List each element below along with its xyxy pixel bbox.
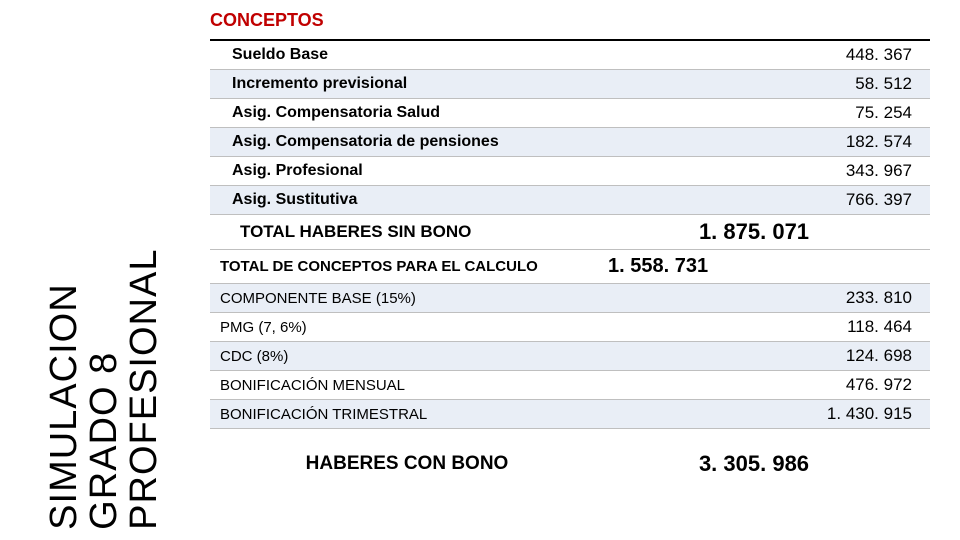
table-row: Incremento previsional 58. 512	[210, 70, 930, 99]
table-row: BONIFICACIÓN TRIMESTRAL 1. 430. 915	[210, 400, 930, 429]
table-row: PMG (7, 6%) 118. 464	[210, 313, 930, 342]
row-value: 1. 875. 071	[590, 215, 930, 249]
row-value: 124. 698	[590, 342, 930, 370]
row-label: Asig. Sustitutiva	[210, 187, 570, 213]
sidebar-title: SIMULACION GRADO 8 PROFESIONAL	[45, 90, 165, 530]
row-value: 766. 397	[590, 186, 930, 214]
table-row-calc: TOTAL DE CONCEPTOS PARA EL CALCULO 1. 55…	[210, 250, 930, 284]
row-value: 476. 972	[590, 371, 930, 399]
row-label: TOTAL HABERES SIN BONO	[210, 216, 570, 248]
row-value: 233. 810	[590, 284, 930, 312]
row-value: 343. 967	[590, 157, 930, 185]
row-value: 118. 464	[590, 313, 930, 341]
row-label: HABERES CON BONO	[210, 449, 570, 479]
row-value: 1. 558. 731	[590, 251, 930, 282]
row-label: Incremento previsional	[210, 71, 570, 97]
row-label: BONIFICACIÓN TRIMESTRAL	[210, 402, 570, 427]
row-label: Asig. Profesional	[210, 158, 570, 184]
row-label: Asig. Compensatoria Salud	[210, 100, 570, 126]
table-row: Asig. Profesional 343. 967	[210, 157, 930, 186]
row-label: Sueldo Base	[210, 42, 570, 68]
row-label: BONIFICACIÓN MENSUAL	[210, 373, 570, 398]
sidebar-line1: SIMULACION	[43, 283, 85, 529]
row-label: PMG (7, 6%)	[210, 315, 570, 340]
table-row-total: TOTAL HABERES SIN BONO 1. 875. 071	[210, 215, 930, 250]
data-table: CONCEPTOS Sueldo Base 448. 367 Increment…	[210, 6, 930, 481]
row-value: 1. 430. 915	[590, 400, 930, 428]
table-row: Asig. Compensatoria de pensiones 182. 57…	[210, 128, 930, 157]
sidebar-line2: GRADO 8	[83, 352, 125, 530]
table-row: COMPONENTE BASE (15%) 233. 810	[210, 284, 930, 313]
row-value: 58. 512	[590, 70, 930, 98]
row-value: 75. 254	[590, 99, 930, 127]
row-label: COMPONENTE BASE (15%)	[210, 286, 570, 311]
row-label: CDC (8%)	[210, 344, 570, 369]
row-label: TOTAL DE CONCEPTOS PARA EL CALCULO	[210, 250, 570, 283]
row-value: 182. 574	[590, 128, 930, 156]
row-label: Asig. Compensatoria de pensiones	[210, 129, 570, 155]
table-row: Asig. Sustitutiva 766. 397	[210, 186, 930, 215]
row-value: 448. 367	[590, 41, 930, 69]
table-row-final: HABERES CON BONO 3. 305. 986	[210, 447, 930, 481]
header-title: CONCEPTOS	[210, 6, 570, 35]
table-row: CDC (8%) 124. 698	[210, 342, 930, 371]
row-value: 3. 305. 986	[590, 447, 930, 481]
table-row: Sueldo Base 448. 367	[210, 41, 930, 70]
table-row: Asig. Compensatoria Salud 75. 254	[210, 99, 930, 128]
sidebar-line3: PROFESIONAL	[123, 249, 165, 530]
header-value	[590, 17, 930, 25]
table-header: CONCEPTOS	[210, 6, 930, 41]
table-row: BONIFICACIÓN MENSUAL 476. 972	[210, 371, 930, 400]
